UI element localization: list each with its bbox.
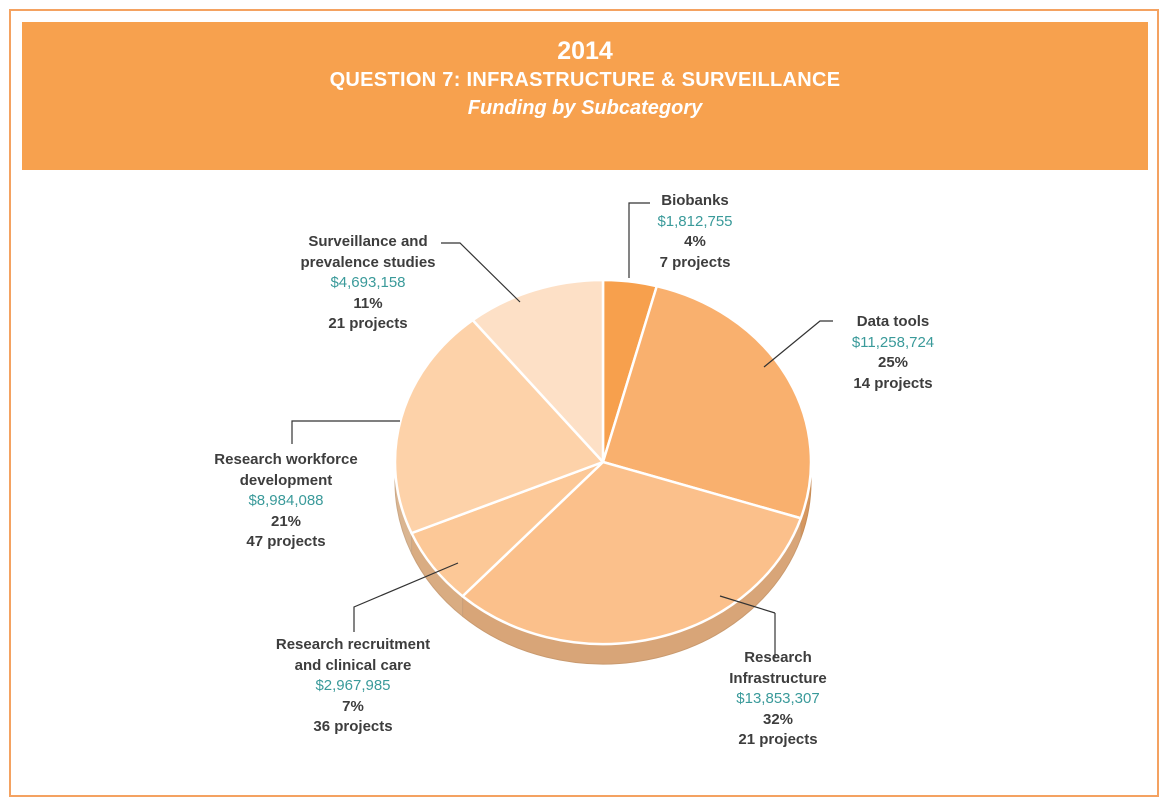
leader-line-0	[628, 202, 650, 278]
slice-name: Biobanks	[661, 192, 729, 209]
slice-label-research-recruitment: Research recruitment and clinical care $…	[262, 635, 444, 738]
slice-label-research-workforce: Research workforce development $8,984,08…	[195, 450, 377, 553]
slice-name: Research workforce development	[214, 451, 358, 489]
slice-name: Data tools	[856, 313, 930, 330]
slice-projects: 7 projects	[659, 253, 731, 271]
slice-percent: 4%	[684, 233, 706, 250]
leader-line-5	[291, 420, 400, 444]
leader-lines	[291, 202, 833, 658]
slice-amount: $2,967,985	[315, 677, 391, 694]
slice-label-research-infrastructure: Research Infrastructure $13,853,307 32% …	[713, 648, 843, 751]
slice-projects: 14 projects	[853, 374, 933, 392]
chart-header: 2014 QUESTION 7: INFRASTRUCTURE & SURVEI…	[22, 22, 1148, 170]
slice-label-biobanks: Biobanks $1,812,755 4% 7 projects	[625, 191, 765, 273]
pie-slice-research-workforce-development	[393, 318, 605, 535]
chart-subtitle: Funding by Subcategory	[467, 97, 703, 119]
slice-name: Research Infrastructure	[729, 649, 827, 687]
slice-percent: 11%	[353, 294, 383, 312]
slice-projects: 21 projects	[328, 315, 408, 332]
slice-name: Surveillance and prevalence studies	[300, 233, 436, 271]
slice-label-data-tools: Data tools $11,258,724 25% 14 projects	[818, 312, 968, 394]
pie-slice-surveillance-and-prevalence-studies	[471, 278, 605, 464]
leader-line-6	[441, 242, 521, 303]
slice-amount: $1,812,755	[657, 212, 733, 230]
slice-label-surveillance: Surveillance and prevalence studies $4,6…	[288, 232, 448, 335]
slice-projects: 36 projects	[313, 718, 393, 735]
slice-percent: 21%	[270, 512, 302, 530]
slice-amount: $8,984,088	[248, 492, 324, 509]
chart-frame	[9, 9, 1159, 797]
slice-percent: 32%	[762, 710, 794, 728]
leader-line-4	[353, 562, 459, 632]
pie-slice-data-tools	[601, 284, 813, 520]
pie-slices	[393, 278, 813, 646]
slice-amount: $11,258,724	[851, 333, 935, 351]
slice-amount: $4,693,158	[330, 274, 406, 291]
slice-name: Research recruitment and clinical care	[275, 636, 431, 674]
leader-line-3	[719, 595, 776, 614]
pie-slice-research-infrastructure	[461, 460, 803, 646]
slice-percent: 7%	[342, 697, 364, 715]
leader-line-1	[763, 320, 833, 368]
slice-percent: 25%	[877, 354, 909, 371]
slice-projects: 47 projects	[246, 533, 326, 550]
slice-projects: 21 projects	[738, 731, 818, 748]
slice-amount: $13,853,307	[736, 690, 820, 707]
chart-title: QUESTION 7: INFRASTRUCTURE & SURVEILLANC…	[329, 69, 841, 91]
chart-year: 2014	[557, 37, 613, 65]
